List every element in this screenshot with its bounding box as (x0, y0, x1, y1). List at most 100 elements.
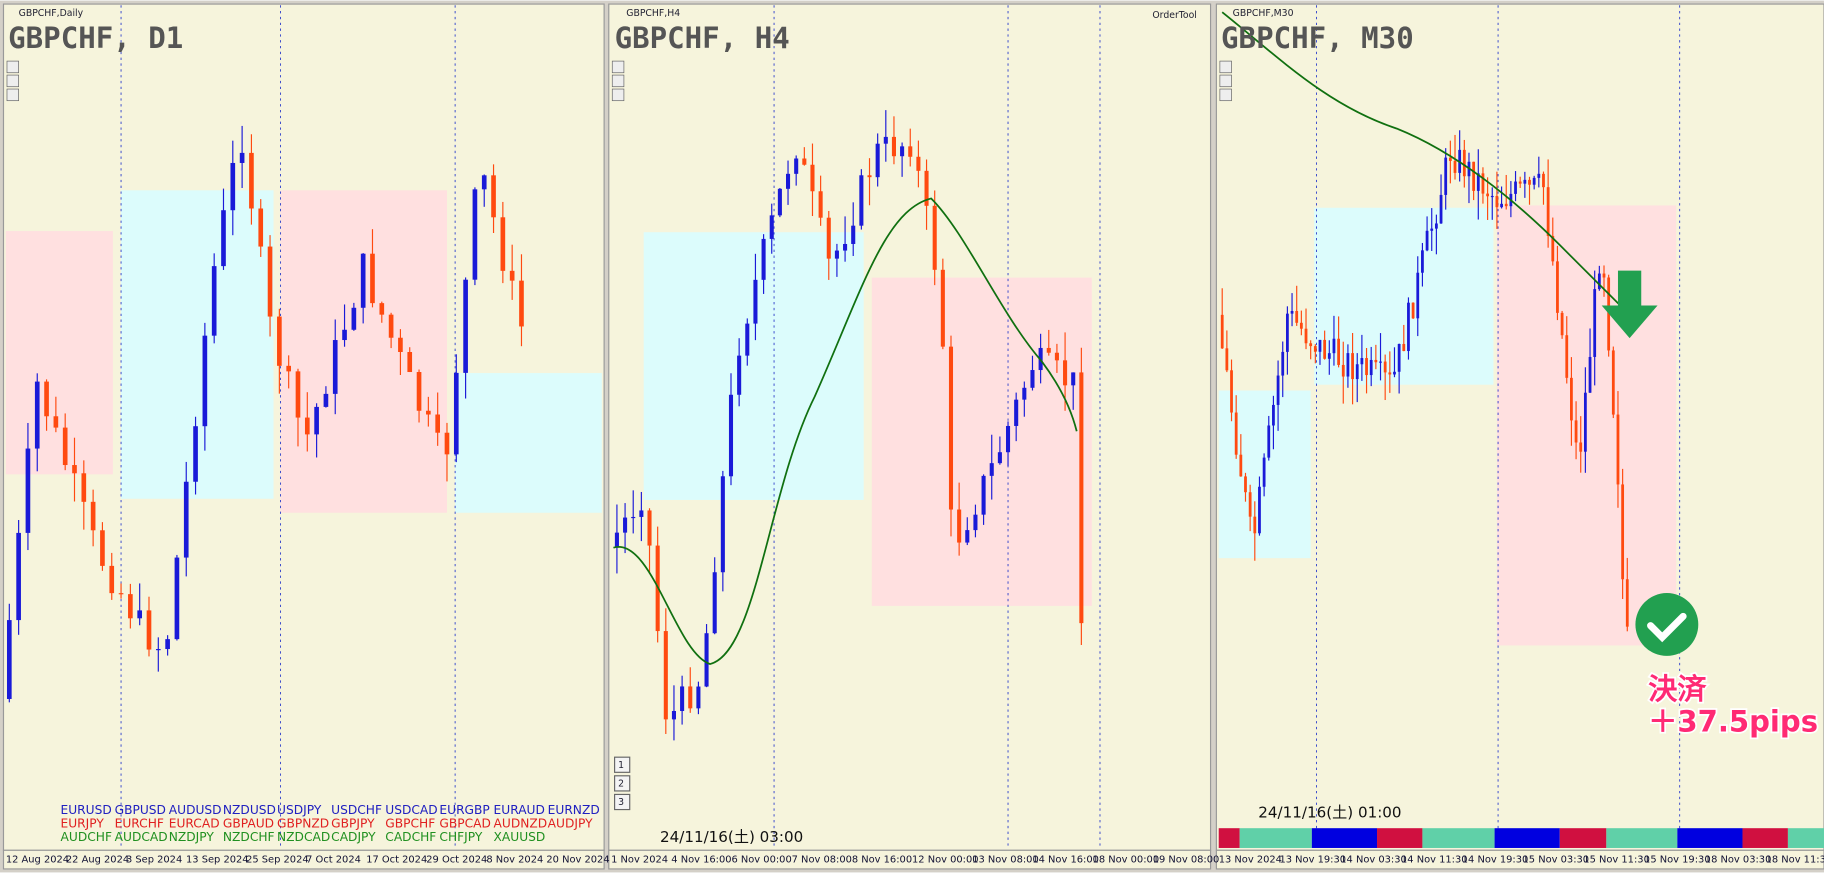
panel-caption: GBPCHF,H4 (626, 8, 680, 19)
date-label: 13 Sep 2024 (186, 855, 249, 866)
date-label: 14 Nov 19:30 (1462, 855, 1529, 866)
scale-button[interactable] (611, 88, 625, 102)
candle-body (1239, 454, 1243, 477)
symbol-button[interactable]: GBPCHF (385, 817, 435, 831)
symbol-button[interactable]: AUDUSD (169, 803, 222, 817)
symbol-button[interactable]: NZDCHF (223, 830, 275, 844)
symbol-button[interactable]: GBPJPY (331, 817, 375, 831)
scale-button[interactable] (6, 60, 19, 74)
candle-body (1337, 338, 1341, 365)
symbol-button[interactable]: AUDNZD (494, 817, 548, 831)
candle-body (1258, 486, 1261, 534)
date-label: 7 Nov 08:00 (792, 855, 852, 866)
candle-body (1430, 228, 1434, 231)
candle-body (500, 217, 506, 271)
tool-button[interactable] (614, 775, 631, 792)
candle-body (1504, 203, 1508, 207)
order-tool-label[interactable]: OrderTool (1152, 10, 1196, 21)
date-label: 14 Nov 11:30 (1401, 855, 1468, 866)
candle-body (1393, 371, 1396, 375)
tool-button-label[interactable]: 2 (618, 778, 624, 789)
candle-body (1616, 414, 1620, 485)
symbol-button[interactable]: USDJPY (277, 803, 322, 817)
symbol-button[interactable]: EURCHF (115, 817, 164, 831)
symbol-button[interactable]: AUDCHF (61, 830, 112, 844)
symbol-button[interactable]: XAUUSD (494, 830, 546, 844)
symbol-button[interactable]: CADJPY (331, 830, 376, 844)
scale-button[interactable] (1219, 88, 1232, 102)
candle-body (1014, 399, 1019, 426)
symbol-button[interactable]: NZDCAD (277, 830, 330, 844)
candle-body (1253, 516, 1257, 534)
tool-button-label[interactable]: 3 (618, 797, 624, 808)
candle-body (1402, 343, 1406, 352)
candle-body (1546, 187, 1550, 236)
tool-button[interactable] (614, 793, 631, 811)
tool-button[interactable] (614, 756, 631, 773)
symbol-button[interactable]: USDCAD (385, 803, 437, 817)
date-label: 22 Aug 2024 (66, 855, 129, 866)
symbol-button[interactable]: EURAUD (494, 803, 545, 817)
candle-body (745, 323, 750, 356)
symbol-button[interactable]: USDCHF (331, 803, 382, 817)
symbol-button[interactable]: EURGBP (439, 803, 489, 817)
candle-body (90, 501, 96, 531)
date-label: 20 Nov 2024 (546, 855, 609, 866)
candle-body (1369, 359, 1373, 376)
candle-body (1490, 195, 1494, 198)
candle-body (146, 610, 152, 650)
candle-body (1313, 346, 1317, 352)
candle-body (1537, 173, 1541, 178)
candle-body (1299, 322, 1303, 329)
candle-body (1528, 179, 1531, 185)
candle-body (351, 307, 357, 330)
date-label: 14 Nov 16:00 (1032, 855, 1099, 866)
symbol-button[interactable]: GBPUSD (115, 803, 166, 817)
symbol-button[interactable]: AUDCAD (115, 830, 168, 844)
candle-body (712, 572, 717, 634)
candle-body (1448, 157, 1452, 161)
candle-body (908, 146, 913, 157)
symbol-button[interactable]: GBPCAD (439, 817, 491, 831)
symbol-button[interactable]: GBPNZD (277, 817, 329, 831)
candle-body (426, 410, 431, 415)
candle-body (25, 448, 31, 533)
symbol-button[interactable]: NZDJPY (169, 830, 215, 844)
scale-button[interactable] (6, 88, 19, 102)
candle-body (1351, 353, 1354, 380)
candle-body (1071, 372, 1076, 386)
candle-body (704, 633, 709, 687)
candle-body (1005, 425, 1011, 453)
symbol-button[interactable]: CHFJPY (439, 830, 482, 844)
candle-body (1244, 476, 1247, 493)
scale-button[interactable] (611, 60, 625, 74)
symbol-button[interactable]: EURCAD (169, 817, 220, 831)
symbol-button[interactable]: AUDJPY (548, 817, 593, 831)
symbol-button[interactable]: EURUSD (61, 803, 112, 817)
axis-strip (608, 849, 1212, 870)
candle-body (973, 514, 978, 531)
candle-body (1341, 364, 1345, 377)
candle-body (1607, 277, 1611, 351)
scale-button[interactable] (1219, 60, 1232, 74)
date-label: 18 Nov 03:30 (1705, 855, 1772, 866)
symbol-button[interactable]: NZDUSD (223, 803, 276, 817)
tool-button-label[interactable]: 1 (618, 760, 624, 771)
candle-body (1290, 310, 1294, 314)
symbol-button[interactable]: EURJPY (61, 817, 105, 831)
candle-body (663, 631, 668, 720)
scale-button[interactable] (611, 74, 625, 88)
candle-body (777, 188, 782, 216)
candle-body (6, 620, 12, 699)
candle-body (720, 476, 725, 573)
check-badge (1635, 593, 1699, 656)
symbol-button[interactable]: GBPAUD (223, 817, 274, 831)
scale-button[interactable] (1219, 74, 1232, 88)
candle-body (1079, 372, 1084, 624)
candle-body (277, 316, 282, 366)
symbol-button[interactable]: CADCHF (385, 830, 436, 844)
candle-body (671, 710, 676, 720)
scale-button[interactable] (6, 74, 19, 88)
symbol-button[interactable]: EURNZD (548, 803, 600, 817)
